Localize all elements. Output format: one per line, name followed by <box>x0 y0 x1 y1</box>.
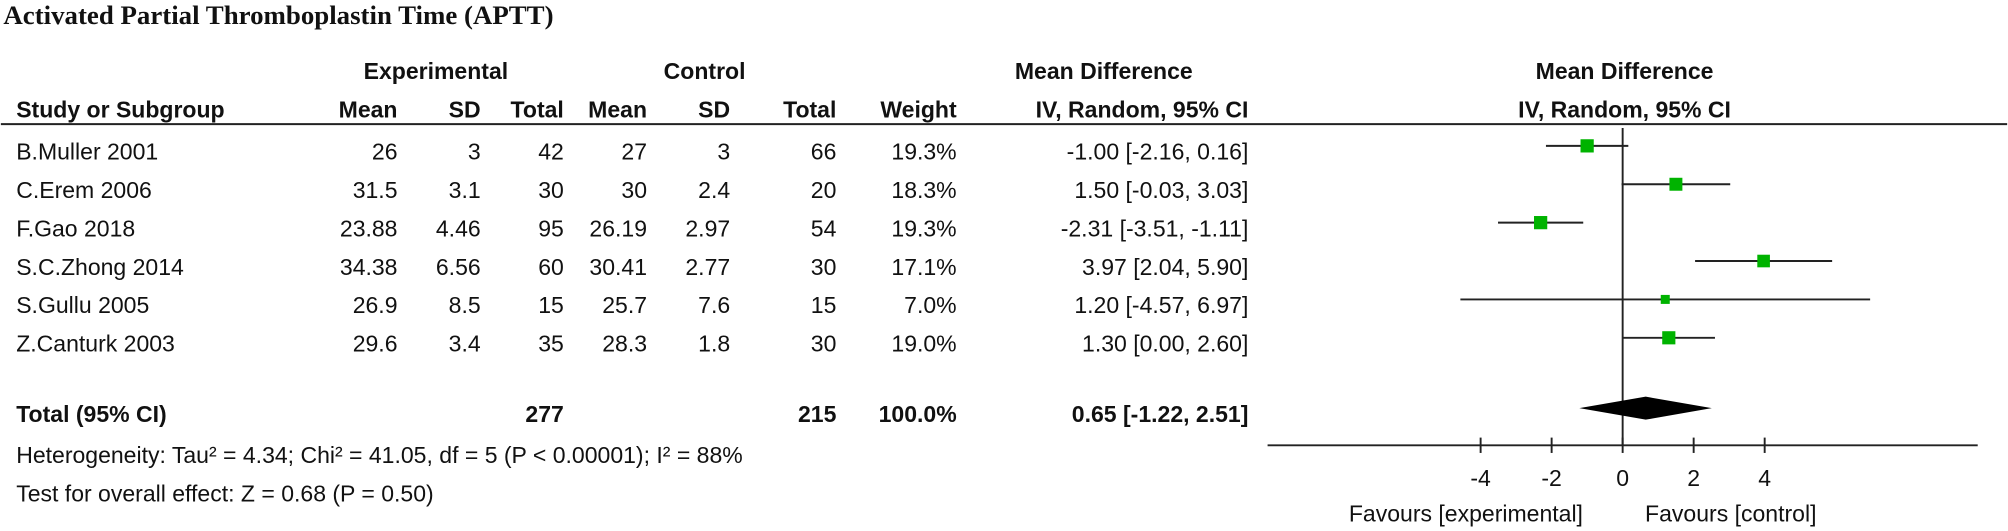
cell: 30.41 <box>589 254 647 280</box>
effect-square <box>1757 254 1770 268</box>
column-header: Mean <box>588 96 647 122</box>
cell: 7.0% <box>904 292 956 318</box>
total-cell: 100.0% <box>879 401 957 427</box>
cell: 3 <box>468 139 481 165</box>
x-tick-label: 0 <box>1616 465 1629 491</box>
cell: 28.3 <box>602 331 647 357</box>
cell: 3 <box>717 139 730 165</box>
cell: 3.1 <box>449 177 481 203</box>
plot-subheader: IV, Random, 95% CI <box>1518 96 1731 122</box>
cell: 18.3% <box>891 177 956 203</box>
column-header: Total <box>783 96 836 122</box>
total-cell: 277 <box>525 401 563 427</box>
column-header: Study or Subgroup <box>16 96 224 122</box>
total-cell: 0.65 [-1.22, 2.51] <box>1072 401 1249 427</box>
cell: 7.6 <box>698 292 730 318</box>
cell: 19.3% <box>891 215 956 241</box>
cell: 66 <box>811 139 837 165</box>
cell: 4.46 <box>436 215 481 241</box>
favours-label: Favours [control] <box>1645 501 1816 527</box>
column-header: Mean <box>339 96 398 122</box>
cell: 6.56 <box>436 254 481 280</box>
overall-effect: Test for overall effect: Z = 0.68 (P = 0… <box>16 480 433 506</box>
summary-diamond <box>1579 396 1712 420</box>
study-name: S.C.Zhong 2014 <box>16 254 184 280</box>
cell: 26.9 <box>353 292 398 318</box>
column-header: SD <box>449 96 481 122</box>
cell: 60 <box>538 254 564 280</box>
effect-square <box>1660 294 1670 304</box>
cell: 20 <box>811 177 837 203</box>
x-tick-label: 2 <box>1687 465 1700 491</box>
x-tick-label: -2 <box>1541 465 1561 491</box>
cell: 26 <box>372 139 398 165</box>
cell: 31.5 <box>353 177 398 203</box>
study-name: S.Gullu 2005 <box>16 292 149 318</box>
effect-square <box>1669 177 1683 191</box>
cell: 19.0% <box>891 331 956 357</box>
cell: -2.31 [-3.51, -1.11] <box>1061 215 1249 241</box>
cell: 2.97 <box>685 215 730 241</box>
chart-title: Activated Partial Thromboplastin Time (A… <box>3 0 553 30</box>
study-name: C.Erem 2006 <box>16 177 152 203</box>
cell: 1.20 [-4.57, 6.97] <box>1074 292 1248 318</box>
effect-square <box>1662 331 1676 345</box>
cell: 8.5 <box>449 292 481 318</box>
heterogeneity: Heterogeneity: Tau² = 4.34; Chi² = 41.05… <box>16 442 743 468</box>
cell: 15 <box>538 292 564 318</box>
cell: 42 <box>538 139 564 165</box>
cell: 95 <box>538 215 564 241</box>
cell: 15 <box>811 292 837 318</box>
cell: 2.4 <box>698 177 730 203</box>
favours-label: Favours [experimental] <box>1349 501 1583 527</box>
column-header: SD <box>698 96 730 122</box>
cell: 30 <box>538 177 564 203</box>
cell: 3.4 <box>449 331 481 357</box>
group-header: Mean Difference <box>1536 58 1714 84</box>
cell: 1.50 [-0.03, 3.03] <box>1074 177 1248 203</box>
x-tick-label: 4 <box>1758 465 1771 491</box>
group-header: Control <box>664 58 746 84</box>
group-header: Experimental <box>364 58 509 84</box>
column-header: Total <box>511 96 564 122</box>
cell: 29.6 <box>353 331 398 357</box>
cell: 30 <box>811 254 837 280</box>
cell: 26.19 <box>589 215 647 241</box>
effect-square <box>1534 216 1548 230</box>
cell: -1.00 [-2.16, 0.16] <box>1067 139 1249 165</box>
cell: 1.8 <box>698 331 730 357</box>
cell: 25.7 <box>602 292 647 318</box>
cell: 19.3% <box>891 139 956 165</box>
cell: 2.77 <box>685 254 730 280</box>
study-name: Z.Canturk 2003 <box>16 331 175 357</box>
cell: 35 <box>538 331 564 357</box>
effect-square <box>1580 139 1594 153</box>
cell: 30 <box>811 331 837 357</box>
cell: 27 <box>621 139 647 165</box>
group-header: Mean Difference <box>1015 58 1193 84</box>
cell: 34.38 <box>340 254 398 280</box>
total-cell: 215 <box>798 401 837 427</box>
cell: 1.30 [0.00, 2.60] <box>1082 331 1248 357</box>
cell: 30 <box>621 177 647 203</box>
x-tick-label: -4 <box>1470 465 1491 491</box>
total-name: Total (95% CI) <box>16 401 166 427</box>
study-name: F.Gao 2018 <box>16 215 135 241</box>
study-name: B.Muller 2001 <box>16 139 158 165</box>
column-header: Weight <box>880 96 957 122</box>
cell: 3.97 [2.04, 5.90] <box>1082 254 1248 280</box>
cell: 17.1% <box>891 254 956 280</box>
cell: 23.88 <box>340 215 398 241</box>
cell: 54 <box>811 215 837 241</box>
column-header: IV, Random, 95% CI <box>1036 96 1249 122</box>
